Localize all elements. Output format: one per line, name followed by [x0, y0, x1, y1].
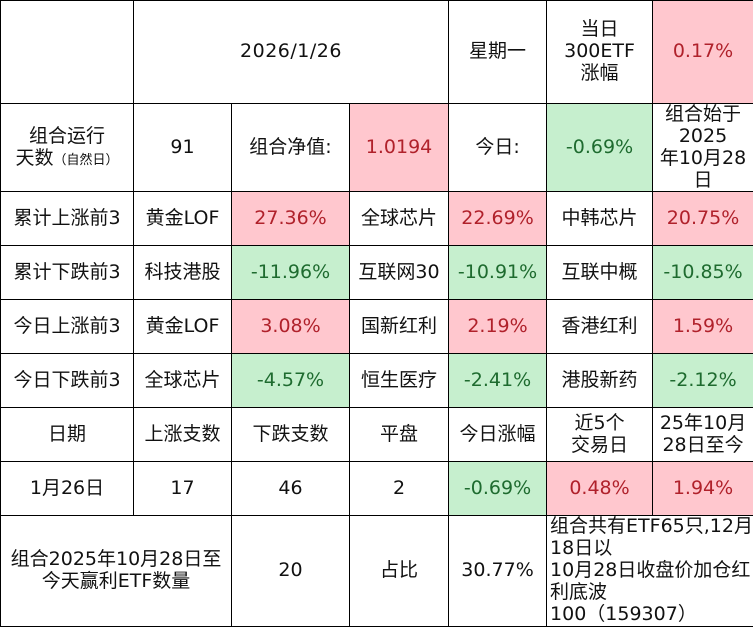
nav-label: 组合净值:: [232, 104, 350, 192]
stats-header-today: 今日涨幅: [449, 408, 547, 462]
today-label: 今日:: [449, 104, 547, 192]
run-days-label-line1: 组合运行: [1, 126, 133, 148]
ranking-fund-value: 22.69%: [449, 192, 547, 246]
ranking-fund-value: -10.85%: [653, 246, 753, 300]
inception-note-line2: 年10月28日: [653, 148, 753, 192]
ranking-fund-name: 国新红利: [350, 300, 449, 354]
portfolio-note: 组合共有ETF65只,12月18日以 10月28日收盘价加仓红利底波 100（1…: [547, 516, 753, 626]
stats-down-count: 46: [232, 462, 350, 516]
stats-header-down: 下跌支数: [232, 408, 350, 462]
weekday: 星期一: [449, 1, 547, 104]
profitable-etf-label-line2: 今天赢利ETF数量: [1, 571, 231, 593]
ranking-fund-value: -10.91%: [449, 246, 547, 300]
profitable-etf-label: 组合2025年10月28日至 今天赢利ETF数量: [1, 516, 232, 626]
ranking-fund-name: 香港红利: [547, 300, 653, 354]
ranking-fund-name: 港股新药: [547, 354, 653, 408]
index-change-label: 当日 300ETF 涨幅: [547, 1, 653, 104]
ranking-fund-value: -11.96%: [232, 246, 350, 300]
report-date: 2026/1/26: [134, 1, 449, 104]
stats-header-recent5-line2: 交易日: [547, 435, 652, 457]
stats-header-recent5: 近5个 交易日: [547, 408, 653, 462]
portfolio-note-line1: 组合共有ETF65只,12月18日以: [550, 516, 753, 560]
profitable-etf-count: 20: [232, 516, 350, 626]
portfolio-note-line2: 10月28日收盘价加仓红利底波: [550, 560, 753, 604]
ranking-label: 今日上涨前3: [1, 300, 134, 354]
index-label-line1: 当日: [547, 19, 652, 41]
stats-recent5-change: 0.48%: [547, 462, 653, 516]
ranking-fund-name: 全球芯片: [134, 354, 232, 408]
inception-note-line1: 组合始于2025: [653, 104, 753, 148]
stats-header-since-line2: 28日至今: [653, 435, 753, 457]
ranking-fund-value: 20.75%: [653, 192, 753, 246]
ranking-fund-name: 黄金LOF: [134, 192, 232, 246]
stats-header-date: 日期: [1, 408, 134, 462]
ranking-label: 累计下跌前3: [1, 246, 134, 300]
profitable-etf-label-line1: 组合2025年10月28日至: [1, 549, 231, 571]
ratio-value: 30.77%: [449, 516, 547, 626]
stats-flat-count: 2: [350, 462, 449, 516]
ranking-label: 今日下跌前3: [1, 354, 134, 408]
ranking-fund-name: 中韩芯片: [547, 192, 653, 246]
index-label-line3: 涨幅: [547, 63, 652, 85]
stats-header-recent5-line1: 近5个: [547, 413, 652, 435]
stats-since-change: 1.94%: [653, 462, 753, 516]
stats-today-change: -0.69%: [449, 462, 547, 516]
stats-up-count: 17: [134, 462, 232, 516]
ranking-fund-name: 黄金LOF: [134, 300, 232, 354]
natural-days-note: （自然日）: [54, 153, 119, 168]
corner-blank-cell: [1, 1, 134, 104]
ranking-fund-value: -2.12%: [653, 354, 753, 408]
stats-header-flat: 平盘: [350, 408, 449, 462]
ranking-label: 累计上涨前3: [1, 192, 134, 246]
ranking-row: 累计下跌前3 科技港股 -11.96% 互联网30 -10.91% 互联中概 -…: [1, 246, 753, 300]
index-label-line2: 300ETF: [547, 41, 652, 63]
nav-value: 1.0194: [350, 104, 449, 192]
run-days-label: 组合运行 天数（自然日）: [1, 104, 134, 192]
ranking-fund-value: -2.41%: [449, 354, 547, 408]
run-days-label-line2: 天数（自然日）: [1, 148, 133, 170]
ranking-fund-name: 互联网30: [350, 246, 449, 300]
run-info-row: 组合运行 天数（自然日） 91 组合净值: 1.0194 今日: -0.69% …: [1, 104, 753, 192]
ranking-fund-value: 1.59%: [653, 300, 753, 354]
stats-header-row: 日期 上涨支数 下跌支数 平盘 今日涨幅 近5个 交易日 25年10月 28日至…: [1, 408, 753, 462]
ranking-fund-name: 互联中概: [547, 246, 653, 300]
ranking-fund-name: 科技港股: [134, 246, 232, 300]
header-row: 2026/1/26 星期一 当日 300ETF 涨幅 0.17%: [1, 1, 753, 104]
portfolio-note-line3: 100（159307）: [550, 604, 753, 626]
ranking-row: 累计上涨前3 黄金LOF 27.36% 全球芯片 22.69% 中韩芯片 20.…: [1, 192, 753, 246]
stats-header-up: 上涨支数: [134, 408, 232, 462]
ranking-fund-value: 2.19%: [449, 300, 547, 354]
ranking-row: 今日上涨前3 黄金LOF 3.08% 国新红利 2.19% 香港红利 1.59%: [1, 300, 753, 354]
stats-date: 1月26日: [1, 462, 134, 516]
ranking-fund-value: 27.36%: [232, 192, 350, 246]
ranking-fund-value: -4.57%: [232, 354, 350, 408]
ranking-fund-name: 恒生医疗: [350, 354, 449, 408]
stats-header-since: 25年10月 28日至今: [653, 408, 753, 462]
ranking-row: 今日下跌前3 全球芯片 -4.57% 恒生医疗 -2.41% 港股新药 -2.1…: [1, 354, 753, 408]
ratio-label: 占比: [350, 516, 449, 626]
today-change-value: -0.69%: [547, 104, 653, 192]
footer-row: 组合2025年10月28日至 今天赢利ETF数量 20 占比 30.77% 组合…: [1, 516, 753, 626]
stats-header-since-line1: 25年10月: [653, 413, 753, 435]
index-change-value: 0.17%: [653, 1, 753, 104]
ranking-fund-name: 全球芯片: [350, 192, 449, 246]
run-days-value: 91: [134, 104, 232, 192]
ranking-fund-value: 3.08%: [232, 300, 350, 354]
stats-row: 1月26日 17 46 2 -0.69% 0.48% 1.94%: [1, 462, 753, 516]
inception-note: 组合始于2025 年10月28日: [653, 104, 753, 192]
